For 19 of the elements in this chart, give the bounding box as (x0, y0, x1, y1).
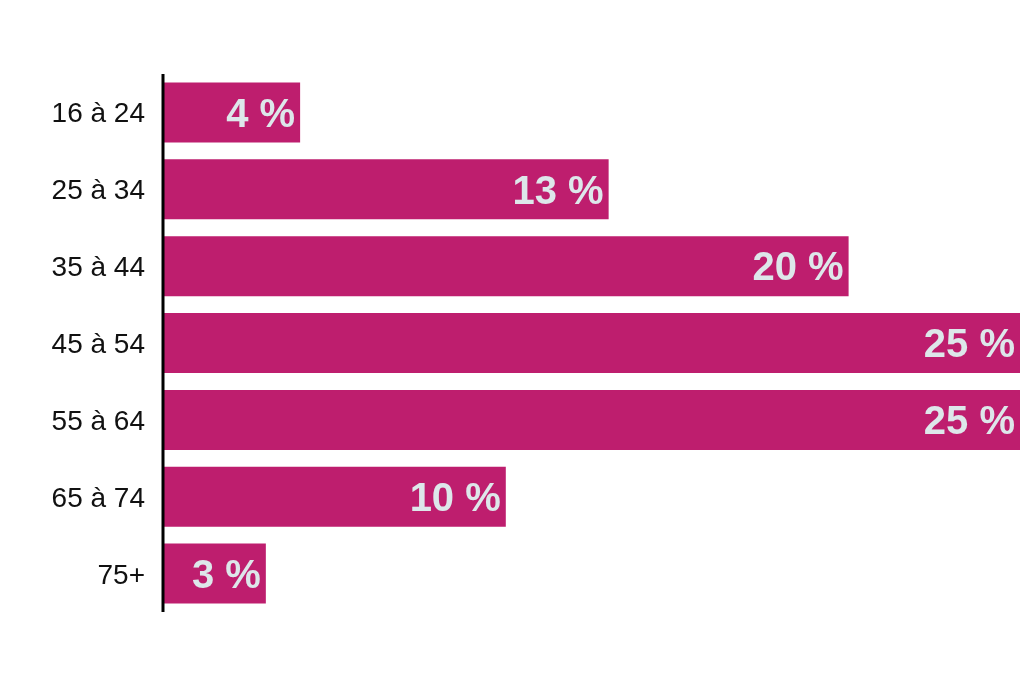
bar (163, 159, 609, 220)
y-tick-label: 45 à 54 (51, 327, 145, 359)
data-label: 13 % (512, 167, 604, 212)
bar (163, 236, 849, 297)
data-label: 25 % (923, 398, 1015, 443)
data-label: 10 % (409, 474, 501, 519)
y-tick-label: 16 à 24 (51, 97, 145, 129)
y-tick-label: 55 à 64 (51, 404, 145, 436)
data-label: 4 % (226, 90, 296, 135)
data-label: 25 % (923, 321, 1015, 366)
bar (163, 389, 1020, 450)
y-tick-label: 25 à 34 (51, 174, 145, 206)
bar (163, 313, 1020, 374)
data-label: 20 % (752, 244, 844, 289)
y-tick-label: 35 à 44 (51, 251, 145, 283)
y-tick-label: 75+ (97, 558, 145, 590)
data-label: 3 % (191, 551, 261, 596)
y-tick-label: 65 à 74 (51, 481, 145, 513)
bar (163, 466, 506, 527)
